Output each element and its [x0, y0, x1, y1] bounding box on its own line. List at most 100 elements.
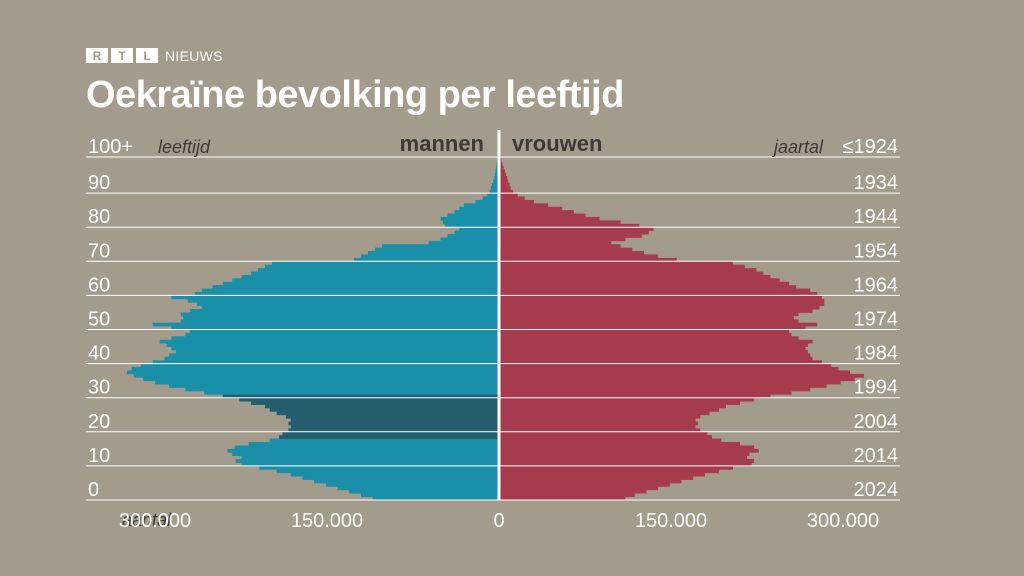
bar-men-age-90	[489, 189, 499, 194]
bar-women-age-3	[499, 486, 659, 491]
bar-men-age-68	[265, 264, 499, 269]
bar-men-age-25	[276, 411, 499, 416]
bar-women-age-8	[499, 469, 719, 474]
bar-women-age-73	[499, 247, 633, 252]
age-tick-label: 60	[88, 274, 110, 296]
year-tick-label: 1934	[854, 172, 899, 194]
bar-women-age-45	[499, 343, 808, 347]
bar-men-age-23	[290, 418, 499, 422]
year-tick-label: ≤1924	[843, 136, 898, 158]
bar-women-age-63	[499, 281, 790, 286]
bars-layer	[126, 155, 865, 501]
bar-men-age-59	[171, 295, 499, 300]
bar-women-age-35	[499, 377, 855, 382]
bar-men-age-45	[166, 343, 499, 347]
bar-men-age-49	[190, 329, 499, 334]
bar-women-age-97	[499, 165, 504, 170]
bar-men-age-32	[185, 387, 499, 392]
bar-women-age-57	[499, 302, 825, 307]
bar-women-age-83	[499, 213, 586, 218]
bar-men-age-35	[143, 377, 499, 382]
bar-women-age-79	[499, 227, 654, 232]
bar-men-age-27	[265, 404, 499, 409]
year-axis-label: jaartal	[771, 137, 824, 157]
bar-women-age-5	[499, 479, 682, 484]
bar-women-age-10	[499, 462, 752, 467]
bar-men-age-80	[445, 223, 499, 228]
bar-women-age-11	[499, 459, 755, 463]
bar-men-age-6	[302, 476, 499, 480]
bar-women-age-36	[499, 373, 865, 378]
bar-men-age-88	[482, 196, 499, 201]
year-tick-label: 2014	[854, 445, 899, 467]
bar-men-age-67	[257, 268, 499, 272]
bar-women-age-55	[499, 309, 813, 313]
bar-men-age-61	[201, 288, 499, 293]
bar-men-age-76	[440, 237, 499, 242]
bar-men-age-57	[197, 302, 499, 307]
bar-men-age-12	[241, 455, 499, 460]
bar-women-age-7	[499, 472, 705, 477]
bar-women-age-90	[499, 189, 514, 194]
bar-men-age-78	[454, 230, 499, 235]
bar-women-age-84	[499, 210, 574, 214]
bar-women-age-93	[499, 179, 509, 184]
bar-women-age-70	[499, 257, 677, 262]
bar-men-age-40	[152, 360, 499, 364]
bar-women-age-21	[499, 424, 696, 429]
age-axis-label: leeftijd	[158, 137, 211, 157]
bar-men-age-65	[241, 274, 499, 279]
bar-men-age-62	[212, 285, 499, 289]
bar-men-age-84	[454, 210, 499, 214]
bar-women-age-23	[499, 418, 696, 422]
logo-letter-t: T	[111, 48, 133, 63]
bar-women-age-24	[499, 414, 701, 419]
bar-women-age-96	[499, 169, 505, 174]
bar-women-age-62	[499, 285, 797, 289]
bar-men-age-16	[248, 442, 499, 446]
bar-men-age-79	[459, 227, 499, 232]
bar-women-age-48	[499, 332, 792, 337]
bar-women-age-87	[499, 199, 535, 204]
bar-women-age-26	[499, 407, 719, 412]
year-tick-label: 1974	[854, 309, 899, 331]
bar-women-age-85	[499, 206, 563, 211]
bar-women-age-58	[499, 298, 825, 303]
bar-women-age-92	[499, 182, 510, 187]
bar-women-age-81	[499, 220, 621, 225]
header-vrouwen: vrouwen	[512, 131, 602, 156]
bar-women-age-30	[499, 394, 771, 399]
bar-men-age-85	[459, 206, 499, 211]
bar-women-age-91	[499, 186, 511, 191]
bar-men-age-8	[276, 469, 499, 474]
bar-women-age-20	[499, 428, 701, 433]
bar-women-age-56	[499, 305, 820, 310]
bar-women-age-77	[499, 234, 642, 238]
bar-men-age-63	[222, 281, 499, 286]
bar-women-age-13	[499, 452, 750, 457]
bar-women-age-15	[499, 445, 755, 450]
count-axis-label: aantal	[122, 510, 172, 530]
bar-men-age-11	[235, 459, 499, 463]
year-tick-label: 2024	[854, 479, 899, 501]
age-tick-label: 50	[88, 309, 110, 331]
bar-men-age-43	[176, 349, 499, 354]
bar-women-age-86	[499, 203, 549, 208]
bar-men-age-37	[126, 370, 499, 375]
bar-men-age-82	[440, 216, 499, 221]
bar-men-age-18	[279, 435, 499, 440]
bar-women-age-46	[499, 339, 813, 344]
bar-women-age-44	[499, 346, 806, 351]
bar-women-age-59	[499, 295, 822, 300]
logo-nieuws-text: NIEUWS	[165, 47, 223, 64]
bar-men-age-53	[183, 315, 499, 320]
bar-women-age-38	[499, 367, 839, 371]
bar-women-age-4	[499, 482, 670, 487]
bar-women-age-94	[499, 176, 508, 180]
bar-men-age-7	[290, 472, 499, 477]
bar-men-age-38	[131, 367, 499, 371]
bar-women-age-98	[499, 162, 503, 167]
bar-women-age-41	[499, 356, 813, 361]
bar-men-age-29	[239, 397, 499, 402]
